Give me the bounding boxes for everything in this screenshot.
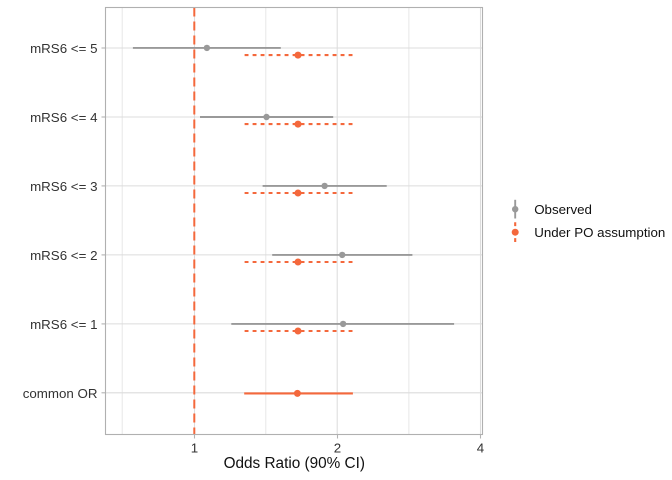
svg-text:1: 1	[191, 440, 198, 455]
svg-text:Odds Ratio (90% CI): Odds Ratio (90% CI)	[224, 455, 365, 472]
svg-text:mRS6 <= 2: mRS6 <= 2	[30, 248, 97, 263]
svg-text:4: 4	[477, 440, 485, 455]
svg-text:Under PO assumption: Under PO assumption	[534, 225, 665, 240]
svg-text:2: 2	[334, 440, 341, 455]
svg-text:common OR: common OR	[23, 386, 98, 401]
svg-text:mRS6 <= 1: mRS6 <= 1	[30, 317, 97, 332]
svg-text:mRS6 <= 3: mRS6 <= 3	[30, 179, 97, 194]
svg-text:mRS6 <= 5: mRS6 <= 5	[30, 41, 97, 56]
svg-text:Observed: Observed	[534, 202, 592, 217]
svg-text:mRS6 <= 4: mRS6 <= 4	[30, 110, 98, 125]
